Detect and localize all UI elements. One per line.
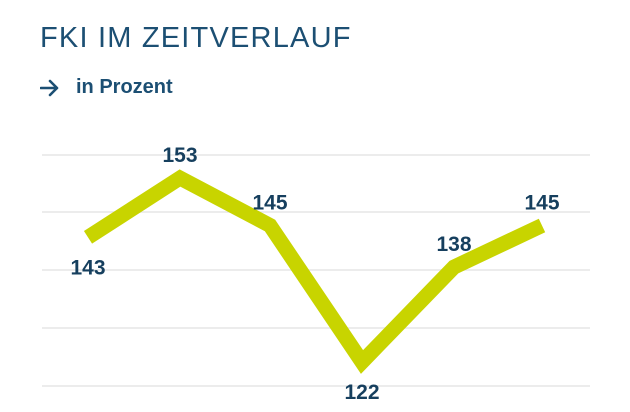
chart-subtitle: in Prozent bbox=[40, 76, 173, 99]
series-line bbox=[83, 169, 546, 374]
data-label: 122 bbox=[344, 381, 379, 404]
data-label: 153 bbox=[162, 144, 197, 167]
subtitle-text: in Prozent bbox=[76, 76, 173, 98]
arrow-right-icon bbox=[40, 79, 59, 96]
data-label: 138 bbox=[436, 233, 471, 256]
data-label: 145 bbox=[524, 191, 559, 214]
gridlines bbox=[42, 154, 590, 387]
data-label: 145 bbox=[252, 191, 287, 214]
data-label: 143 bbox=[70, 256, 105, 279]
series-fki bbox=[83, 169, 546, 374]
data-labels: 143 153 145 122 138 145 bbox=[70, 144, 559, 404]
chart-title: FKI IM ZEITVERLAUF bbox=[40, 22, 352, 54]
